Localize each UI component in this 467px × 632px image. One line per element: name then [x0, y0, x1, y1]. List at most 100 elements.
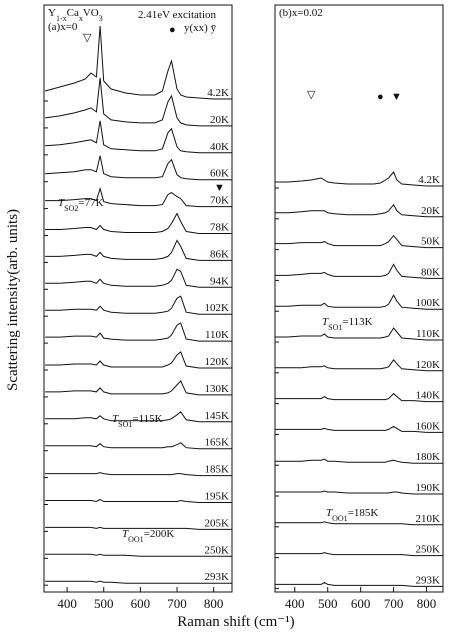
temperature-label: 100K	[416, 297, 441, 309]
annotation: TSO1=113K	[322, 316, 373, 332]
temperature-label: 185K	[205, 464, 230, 476]
annotation: ▼	[391, 91, 402, 103]
temperature-label: 20K	[421, 205, 440, 217]
annotation: ●	[377, 91, 384, 103]
spectrum	[45, 239, 232, 261]
temperature-label: 40K	[210, 141, 229, 153]
temperature-label: 140K	[416, 390, 441, 402]
temperature-label: 80K	[421, 266, 440, 278]
annotation-text: ▽	[83, 32, 92, 44]
y-axis-label: Scattering intensity(arb. units)	[5, 209, 21, 391]
annotation: TOO1=200K	[122, 528, 174, 544]
annotation-text: ▼	[391, 91, 402, 103]
annotation-subscript: SO2	[64, 204, 78, 213]
spectrum	[45, 186, 232, 208]
annotation-text: Ca	[67, 7, 79, 19]
annotation-text: =113K	[342, 316, 372, 328]
temperature-label: 145K	[205, 410, 230, 422]
x-tick-label: 700	[384, 596, 404, 611]
x-tick-label: 500	[94, 596, 114, 611]
spectrum	[45, 411, 232, 423]
spectrum	[275, 327, 443, 341]
spectrum	[44, 25, 232, 100]
x-tick-label: 400	[57, 596, 77, 611]
annotation-text: T	[322, 316, 329, 328]
spectrum	[275, 521, 443, 526]
temperature-label: 210K	[416, 513, 441, 525]
spectrum	[45, 472, 232, 477]
temperature-label: 60K	[210, 168, 229, 180]
spectrum	[275, 581, 443, 587]
x-axis-label: Raman shift (cm⁻¹)	[177, 614, 294, 630]
spectrum	[275, 358, 443, 372]
x-tick-label: 700	[167, 596, 187, 611]
panel-frame	[43, 4, 233, 593]
annotation-text: T	[58, 197, 65, 209]
temperature-label: 250K	[416, 544, 441, 556]
annotation-text: ●	[169, 24, 176, 36]
temperature-label: 160K	[416, 420, 441, 432]
temperature-label: 180K	[416, 451, 441, 463]
annotation-text: T	[122, 528, 129, 540]
temperature-label: 120K	[416, 359, 441, 371]
x-tick-label: 800	[417, 596, 437, 611]
temperature-label: 20K	[210, 114, 229, 126]
annotation: ▼	[214, 182, 225, 194]
spectrum	[45, 526, 232, 530]
spectrum	[45, 442, 232, 450]
annotation-text: ●	[377, 91, 384, 103]
temperature-label: 110K	[416, 328, 440, 340]
annotation-subscript: OO1	[128, 535, 144, 544]
temperature-label: 86K	[210, 248, 229, 260]
annotation: (b)x=0.02	[279, 7, 323, 19]
temperature-label: 4.2K	[418, 174, 440, 186]
temperature-label: 110K	[205, 329, 229, 341]
temperature-label: 195K	[205, 491, 230, 503]
annotation-text: =185K	[348, 507, 379, 519]
annotation-subscript: OO1	[332, 514, 348, 523]
annotation-text: ▼	[214, 182, 225, 194]
spectrum	[45, 380, 232, 396]
panel-frame	[274, 4, 444, 593]
spectrum	[45, 322, 232, 342]
spectrum	[45, 498, 232, 503]
spectrum	[275, 552, 443, 557]
spectrum	[45, 295, 232, 315]
spectrum	[275, 458, 443, 464]
annotation: ●	[169, 24, 176, 36]
temperature-label: 130K	[205, 383, 230, 395]
spectrum	[45, 553, 232, 557]
temperature-label: 190K	[416, 482, 441, 494]
x-tick-label: 600	[351, 596, 371, 611]
spectrum	[275, 171, 443, 187]
annotation-subscript: SO1	[328, 323, 342, 332]
annotation: ▽	[307, 89, 316, 101]
temperature-label: 50K	[421, 236, 440, 248]
temperature-label: 293K	[416, 574, 441, 586]
annotation-text: ▽	[307, 89, 316, 101]
temperature-label: 94K	[210, 275, 229, 287]
spectrum	[275, 425, 443, 433]
temperature-label: 293K	[205, 571, 230, 583]
annotation: Y1-xCaxVO3	[48, 7, 103, 23]
temperature-label: 120K	[205, 356, 230, 368]
annotation: TSO2=77K	[58, 197, 104, 213]
temperature-label: 205K	[205, 517, 230, 529]
spectrum	[275, 263, 443, 279]
annotation: TOO1=185K	[326, 507, 378, 523]
spectrum	[275, 490, 443, 495]
annotation-text: T	[112, 413, 119, 425]
annotation: (a)x=0	[48, 21, 78, 33]
annotation-text: 2.41eV excitation	[138, 9, 216, 21]
spectrum	[45, 268, 232, 288]
annotation: 2.41eV excitation	[138, 9, 216, 21]
annotation: ▽	[83, 32, 92, 44]
spectrum	[45, 351, 232, 369]
temperature-label: 165K	[205, 437, 230, 449]
spectrum	[275, 294, 443, 310]
annotation-subscript: 1-x	[56, 14, 67, 23]
annotation-text: VO	[83, 7, 99, 19]
annotation-subscript: x	[79, 14, 83, 23]
annotation-text: (a)x=0	[48, 21, 78, 33]
